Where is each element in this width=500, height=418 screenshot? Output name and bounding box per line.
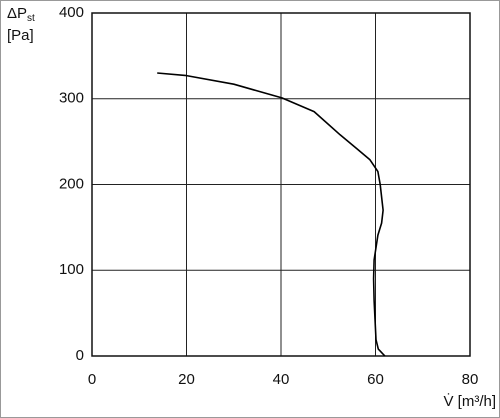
- y-tick-label: 100: [59, 261, 84, 278]
- x-tick-label: 0: [88, 371, 96, 388]
- y-axis-label: ΔPst: [7, 5, 35, 24]
- y-tick-label: 400: [59, 4, 84, 21]
- y-label-main: ΔP: [7, 5, 27, 22]
- x-tick-label: 60: [367, 371, 384, 388]
- x-tick-label: 20: [178, 371, 195, 388]
- y-tick-label: 0: [76, 347, 84, 364]
- series-line: [157, 72, 386, 357]
- x-axis-label: V̇ [m³/h]: [443, 393, 496, 410]
- y-tick-label: 300: [59, 90, 84, 107]
- y-tick-label: 200: [59, 175, 84, 192]
- y-axis-unit: [Pa]: [7, 27, 34, 44]
- x-tick-label: 80: [462, 371, 479, 388]
- y-label-sub: st: [27, 13, 35, 24]
- plot-border: [91, 12, 471, 357]
- x-tick-label: 40: [273, 371, 290, 388]
